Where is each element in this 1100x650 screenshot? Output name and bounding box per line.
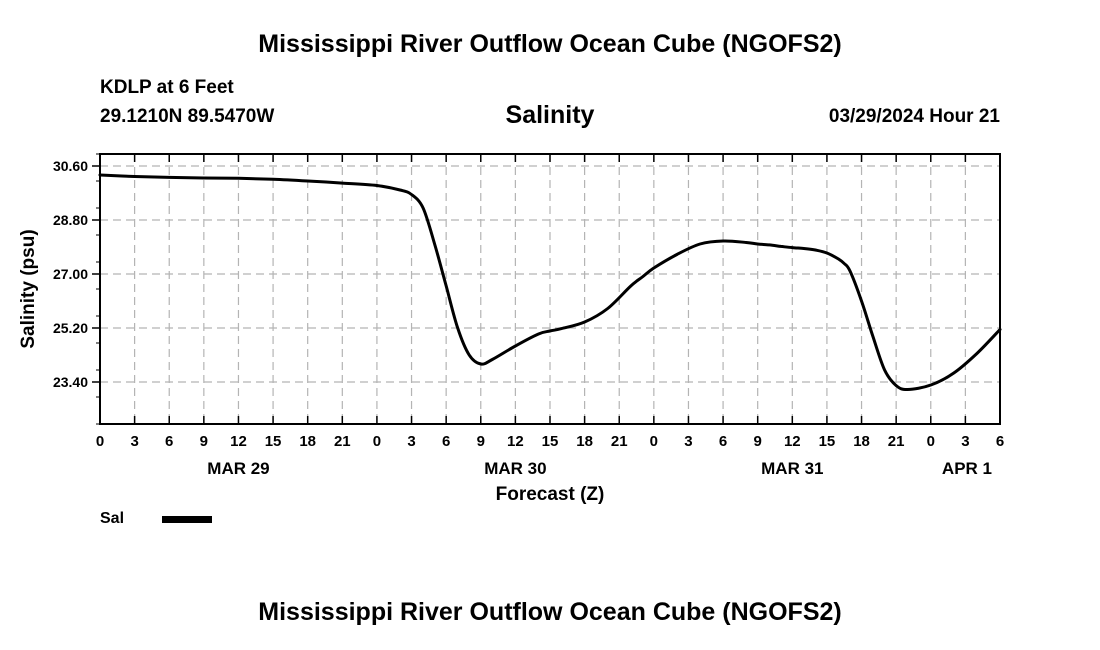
grid-lines <box>100 154 1000 424</box>
chart-title: Mississippi River Outflow Ocean Cube (NG… <box>258 30 842 58</box>
x-tick-label: 15 <box>265 433 282 450</box>
legend-label: Sal <box>100 510 125 527</box>
x-tick-label: 6 <box>996 433 1004 450</box>
x-tick-label: 6 <box>442 433 450 450</box>
chart-subtitle: Salinity <box>505 101 595 129</box>
x-tick-label: 0 <box>650 433 658 450</box>
forecast-timestamp: 03/29/2024 Hour 21 <box>828 106 1000 127</box>
x-tick-label: 6 <box>165 433 173 450</box>
x-tick-label: 0 <box>373 433 381 450</box>
y-tick-label: 28.80 <box>53 212 88 228</box>
date-label: APR 1 <box>942 459 992 478</box>
x-tick-label: 0 <box>96 433 104 450</box>
date-label: MAR 31 <box>761 459 823 478</box>
x-tick-label: 9 <box>200 433 208 450</box>
date-label: MAR 29 <box>207 459 269 478</box>
x-tick-label: 12 <box>784 433 801 450</box>
x-tick-label: 9 <box>754 433 762 450</box>
y-tick-label: 30.60 <box>53 158 88 174</box>
salinity-series-line <box>98 173 1002 392</box>
x-tick-label: 3 <box>407 433 415 450</box>
x-tick-label: 12 <box>230 433 247 450</box>
y-tick-label: 23.40 <box>53 374 88 390</box>
x-tick-label: 18 <box>853 433 870 450</box>
x-tick-label: 15 <box>819 433 836 450</box>
x-tick-label: 6 <box>719 433 727 450</box>
x-tick-label: 18 <box>299 433 316 450</box>
x-tick-label: 21 <box>611 433 628 450</box>
x-tick-label: 21 <box>888 433 905 450</box>
y-tick-label: 25.20 <box>53 320 88 336</box>
plot-frame <box>99 153 1001 425</box>
x-tick-label: 3 <box>130 433 138 450</box>
axis-ticks <box>92 153 1001 425</box>
x-tick-label: 3 <box>684 433 692 450</box>
x-tick-label: 3 <box>961 433 969 450</box>
x-tick-label: 15 <box>542 433 559 450</box>
y-axis-title: Salinity (psu) <box>18 229 39 348</box>
y-tick-label: 27.00 <box>53 266 88 282</box>
station-coordinates: 29.1210N 89.5470W <box>100 106 275 127</box>
x-tick-label: 21 <box>334 433 351 450</box>
x-tick-label: 12 <box>507 433 524 450</box>
legend-line-swatch <box>162 516 212 523</box>
x-axis-title: Forecast (Z) <box>496 484 605 505</box>
tick-labels: 0 3 6 9 12 15 18 21 0 3 6 9 12 15 18 21 0 3 6 9 12 15 18 21 0 3 6 3… <box>53 158 1004 478</box>
footer-title: Mississippi River Outflow Ocean Cube (NG… <box>258 598 842 626</box>
station-label: KDLP at 6 Feet <box>100 77 234 98</box>
date-label: MAR 30 <box>484 459 546 478</box>
x-tick-label: 18 <box>576 433 593 450</box>
x-tick-label: 0 <box>927 433 935 450</box>
x-tick-label: 9 <box>477 433 485 450</box>
